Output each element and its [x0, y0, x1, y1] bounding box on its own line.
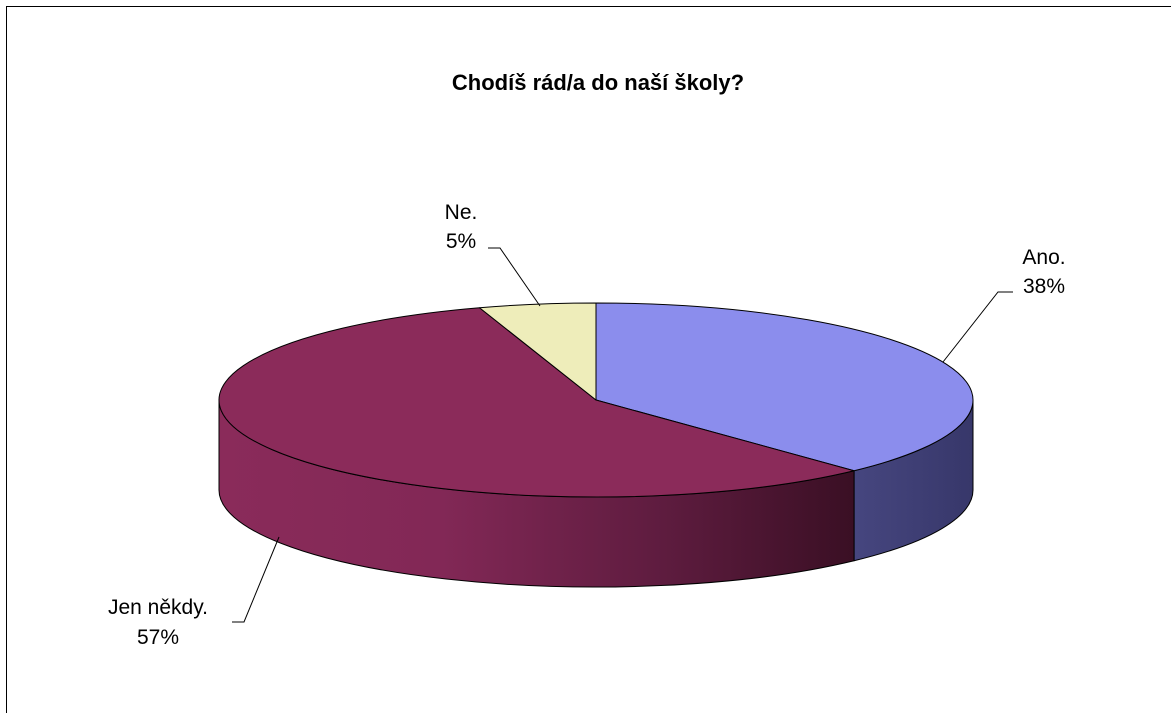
label-ne-name: Ne. — [445, 201, 478, 224]
label-ano-value: 38% — [1023, 275, 1065, 298]
leader-line-ne — [488, 247, 541, 307]
pie-top-faces — [218, 302, 974, 498]
label-jen-nekdy-name: Jen někdy. — [108, 596, 208, 619]
label-jen-nekdy-value: 57% — [137, 626, 179, 649]
leader-lines — [232, 247, 1013, 623]
pie-slice-ne — [479, 302, 597, 401]
label-ne-value: 5% — [446, 230, 476, 253]
data-labels: Ano. 38% Ne. 5% Jen někdy. 57% — [108, 201, 1066, 649]
label-ano-name: Ano. — [1022, 246, 1065, 269]
chart-frame — [6, 6, 1171, 713]
pie-slice-ano — [595, 302, 974, 472]
pie-slice-jen-nekdy — [218, 307, 855, 498]
leader-line-ano — [942, 291, 1013, 363]
chart-title: Chodíš rád/a do naší školy? — [452, 70, 744, 95]
leader-line-jen-nekdy — [232, 536, 280, 623]
